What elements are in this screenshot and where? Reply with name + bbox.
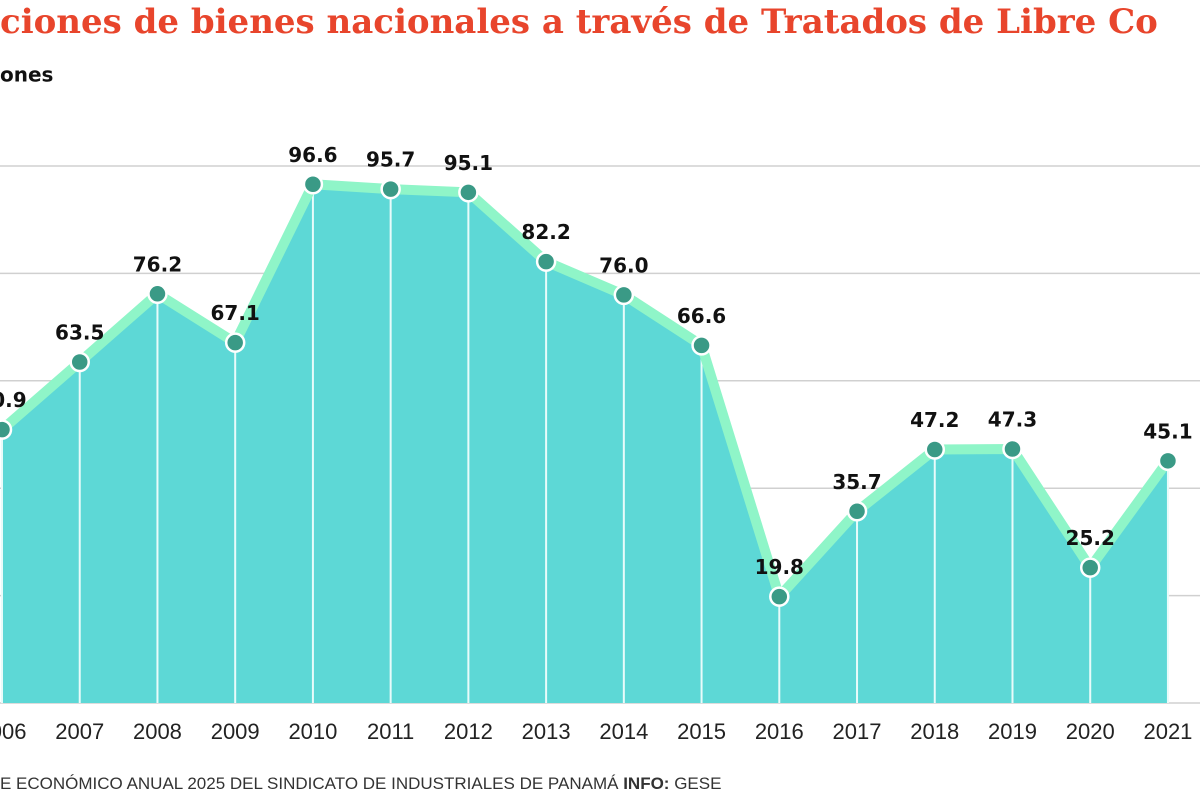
x-tick-label: 2008	[133, 719, 182, 744]
value-label: 47.2	[910, 408, 959, 432]
value-label: 96.6	[288, 143, 337, 167]
x-tick-label: 2010	[288, 719, 337, 744]
x-tick-label: 2018	[910, 719, 959, 744]
value-label: 63.5	[55, 321, 104, 345]
point	[1002, 438, 1023, 460]
x-tick-label: 2015	[677, 719, 726, 744]
area	[2, 184, 1168, 703]
value-label: 76.0	[599, 253, 648, 277]
value-label: 19.8	[755, 555, 804, 579]
subtitle: ones	[0, 63, 53, 87]
line	[0, 179, 1172, 602]
point	[1157, 450, 1179, 472]
footer: E ECONÓMICO ANUAL 2025 DEL SINDICATO DE …	[0, 774, 721, 793]
source: E ECONÓMICO ANUAL 2025 DEL SINDICATO DE …	[0, 774, 619, 793]
x-tick-label: 2007	[55, 719, 104, 744]
x-tick-label: 2017	[833, 719, 882, 744]
point	[0, 419, 13, 440]
x-tick-label: 2013	[522, 719, 571, 744]
point	[458, 182, 479, 203]
info: GESE	[674, 774, 721, 793]
point	[769, 586, 790, 607]
point	[69, 351, 90, 373]
value-label: 66.6	[677, 304, 726, 328]
point	[302, 174, 324, 195]
point	[1079, 557, 1101, 578]
value-label: 47.3	[988, 407, 1037, 431]
point	[691, 335, 712, 356]
point	[846, 501, 868, 522]
value-label: 45.1	[1143, 419, 1192, 443]
value-label: 82.2	[521, 220, 570, 244]
chart-title: ciones de bienes nacionales a través de …	[0, 2, 1158, 42]
x-tick-label: 2009	[211, 719, 260, 744]
value-label: 95.7	[366, 148, 415, 172]
point	[535, 251, 557, 272]
point	[924, 439, 946, 460]
x-tick-label: 2011	[367, 719, 414, 744]
value-label: 95.1	[444, 151, 493, 175]
x-tick-label: 2006	[0, 719, 26, 744]
x-tick-label: 2020	[1066, 719, 1115, 744]
x-tick-label: 2012	[444, 719, 493, 744]
value-label: 50.9	[0, 388, 27, 412]
point	[380, 178, 401, 200]
x-tick-label: 2016	[755, 719, 804, 744]
value-label: 67.1	[211, 301, 260, 325]
point	[147, 283, 168, 305]
x-tick-label: 2019	[988, 719, 1037, 744]
value-label: 76.2	[133, 252, 182, 276]
x-tick-label: 2021	[1143, 719, 1192, 744]
value-label: 35.7	[832, 470, 881, 494]
point	[613, 284, 635, 306]
info-label: INFO:	[623, 774, 669, 793]
x-tick-label: 2014	[599, 719, 648, 744]
point	[224, 332, 246, 353]
value-label: 25.2	[1066, 526, 1115, 550]
